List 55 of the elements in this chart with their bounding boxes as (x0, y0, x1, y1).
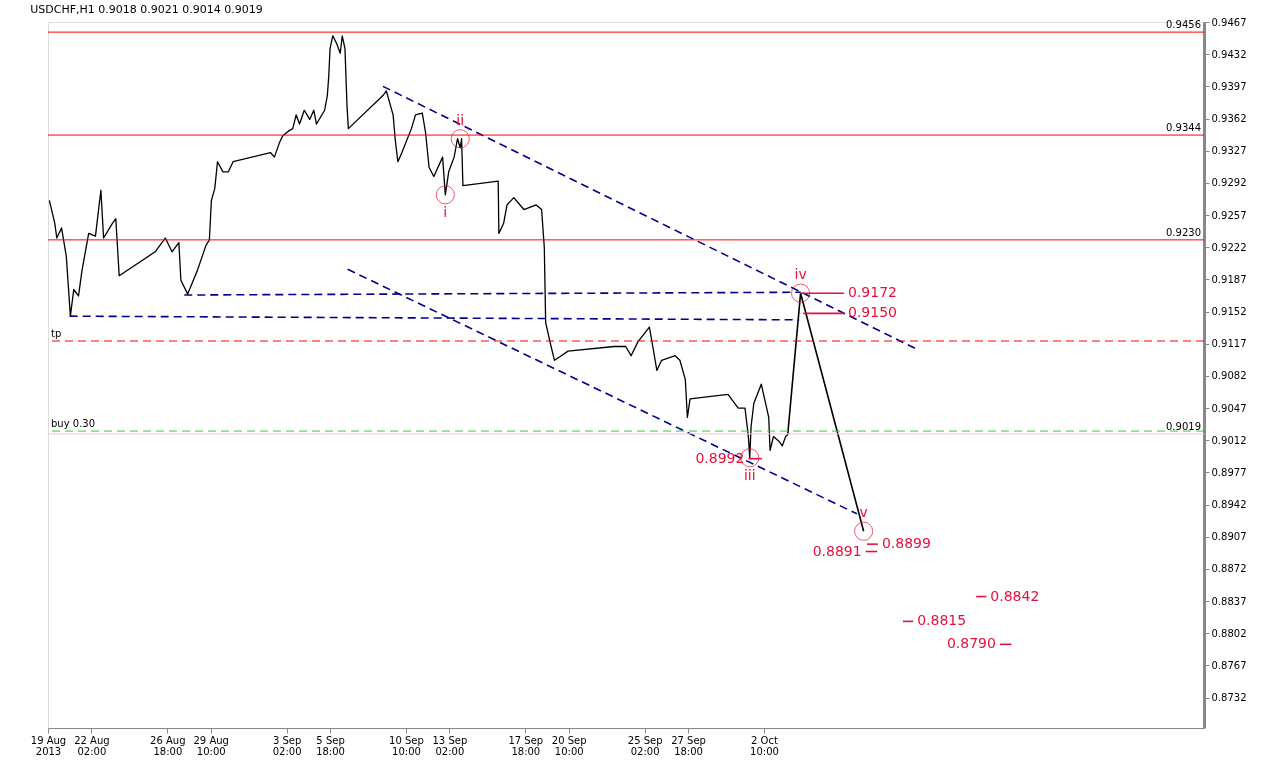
x-tick-label: 3 Sep 02:00 (272, 734, 302, 757)
x-tick-label: 25 Sep 02:00 (627, 734, 663, 757)
y-tick-label: 0.8942 (1211, 499, 1247, 511)
x-tick-label: 26 Aug 18:00 (150, 734, 186, 757)
ref-line-label: tp (51, 327, 62, 339)
y-tick-label: 0.9292 (1211, 177, 1247, 189)
y-tick-label: 0.8802 (1211, 627, 1247, 639)
y-tick-label: 0.9047 (1211, 402, 1247, 414)
series-label: 0.8815 (917, 612, 967, 629)
y-tick-label: 0.9152 (1211, 306, 1247, 318)
y-tick-label: 0.8872 (1211, 563, 1247, 575)
annotation: ii (456, 111, 465, 128)
series-label: 0.8842 (990, 587, 1040, 604)
series-label: 0.8992 (695, 449, 745, 466)
y-tick-label: 0.9327 (1211, 145, 1247, 157)
ref-line-label: 0.9230 (1166, 226, 1201, 238)
y-tick-label: 0.9467 (1211, 16, 1247, 28)
ref-line-label: buy 0.30 (51, 418, 96, 430)
x-tick-label: 13 Sep 02:00 (432, 734, 468, 757)
y-tick-label: 0.8767 (1211, 659, 1247, 671)
annotation: i (443, 203, 448, 220)
chart-title: USDCHF,H1 0.9018 0.9021 0.9014 0.9019 (30, 3, 263, 16)
y-tick-label: 0.9187 (1211, 273, 1247, 285)
x-tick-label: 19 Aug 2013 (30, 734, 67, 757)
y-tick-label: 0.9257 (1211, 209, 1247, 221)
ref-line-label: 0.9344 (1166, 122, 1201, 134)
series-label: 0.9172 (847, 284, 897, 301)
x-tick-label: 2 Oct 10:00 (750, 734, 779, 757)
x-tick-label: 5 Sep 18:00 (316, 734, 345, 757)
x-tick-label: 10 Sep 10:00 (389, 734, 424, 757)
y-tick-label: 0.8732 (1211, 692, 1247, 704)
y-tick-label: 0.9082 (1211, 370, 1247, 382)
ref-line-label: 0.9456 (1166, 19, 1201, 31)
annotation: iv (794, 266, 807, 283)
x-tick-label: 17 Sep 18:00 (508, 734, 544, 757)
x-tick-label: 22 Aug 02:00 (74, 734, 110, 757)
y-tick-label: 0.9362 (1211, 113, 1247, 125)
y-tick-label: 0.9012 (1211, 434, 1247, 446)
annotation: v (859, 504, 868, 521)
series-label: 0.8891 (812, 542, 862, 559)
ref-line-label: 0.9019 (1166, 420, 1201, 432)
x-tick-label: 29 Aug 10:00 (193, 734, 229, 757)
annotation: iii (743, 466, 756, 483)
series-label: 0.9150 (847, 304, 897, 321)
x-tick-label: 27 Sep 18:00 (671, 734, 706, 757)
y-tick-label: 0.8907 (1211, 531, 1247, 543)
y-tick-label: 0.8977 (1211, 466, 1247, 478)
y-tick-label: 0.8837 (1211, 595, 1247, 607)
x-tick-label: 20 Sep 10:00 (551, 734, 587, 757)
y-tick-label: 0.9117 (1211, 338, 1247, 350)
series-label: 0.8899 (881, 535, 931, 552)
y-tick-label: 0.9397 (1211, 80, 1247, 92)
y-tick-label: 0.9222 (1211, 241, 1247, 253)
y-tick-label: 0.9432 (1211, 48, 1247, 60)
series-label: 0.8790 (946, 635, 996, 652)
